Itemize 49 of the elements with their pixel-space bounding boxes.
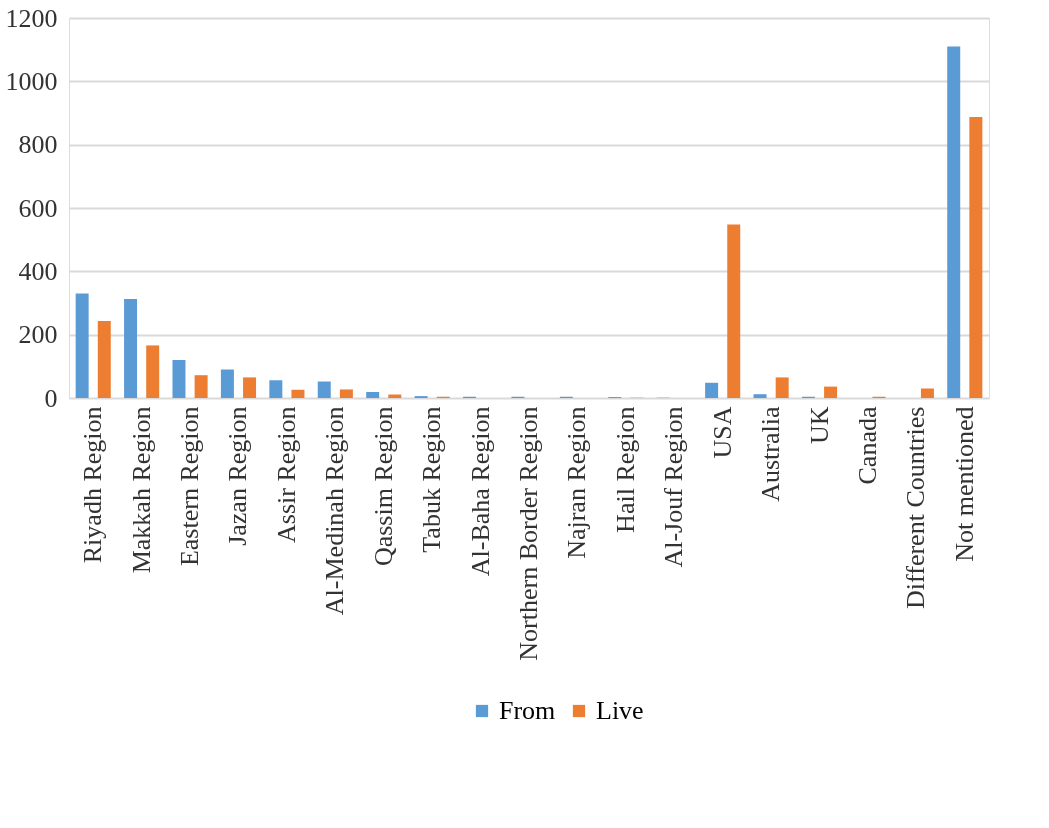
y-tick-label: 1000 <box>5 66 58 96</box>
x-tick-label: USA <box>707 406 737 459</box>
bar <box>124 298 138 398</box>
x-tick-label: Australia <box>756 406 786 502</box>
x-tick-label: Al-Baha Region <box>465 406 495 577</box>
bar <box>291 389 305 398</box>
x-tick-label: Jazan Region <box>223 406 253 546</box>
y-tick-label: 600 <box>18 193 58 223</box>
x-tick-label: Tabuk Region <box>417 406 447 553</box>
bar <box>969 117 983 398</box>
bar <box>753 394 767 398</box>
x-tick-label: Not mentioned <box>949 406 979 562</box>
bar <box>75 293 89 398</box>
bar <box>172 360 186 398</box>
bar <box>775 377 789 398</box>
bar <box>705 382 719 398</box>
legend-label: Live <box>596 696 644 725</box>
y-tick-label: 1200 <box>5 3 58 33</box>
bar <box>727 224 741 398</box>
x-tick-label: Al-Medinah Region <box>320 406 350 616</box>
legend-label: From <box>499 696 556 725</box>
bar <box>269 380 283 398</box>
x-tick-label: Assir Region <box>271 406 301 543</box>
bar <box>920 388 934 398</box>
x-tick-label: Hail Region <box>610 406 640 533</box>
y-tick-label: 400 <box>18 256 58 286</box>
bar <box>947 46 961 398</box>
bar <box>220 369 234 398</box>
x-tick-label: Riyadh Region <box>78 406 108 564</box>
x-tick-label: Canada <box>852 406 882 485</box>
y-tick-label: 0 <box>44 383 58 413</box>
bar <box>97 321 111 398</box>
bar <box>824 386 838 398</box>
x-tick-label: Najran Region <box>562 406 592 559</box>
x-tick-label: Makkah Region <box>126 406 156 574</box>
bar <box>243 377 257 398</box>
bar <box>366 391 380 398</box>
bar <box>194 375 208 398</box>
x-tick-label: Northern Border Region <box>514 406 543 661</box>
x-tick-label: UK <box>804 406 834 445</box>
y-tick-label: 800 <box>18 130 58 160</box>
x-tick-label: Qassim Region <box>368 406 398 567</box>
x-tick-label: Al-Jouf Region <box>659 406 689 568</box>
bar <box>317 381 331 398</box>
y-tick-label: 200 <box>18 320 58 350</box>
x-tick-label: Different Countries <box>901 406 931 609</box>
x-tick-label: Eastern Region <box>175 406 205 567</box>
bar <box>339 389 353 398</box>
bar <box>146 345 160 398</box>
